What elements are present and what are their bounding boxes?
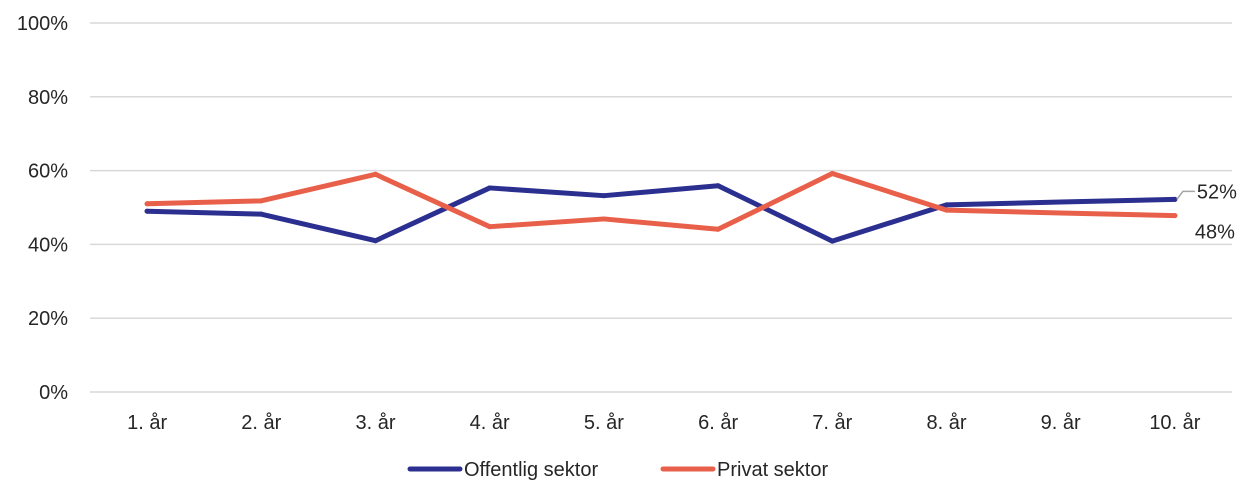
x-tick-label: 5. år xyxy=(584,412,624,434)
x-tick-label: 10. år xyxy=(1149,412,1200,434)
data-point xyxy=(1172,213,1178,219)
data-point xyxy=(829,238,835,244)
legend-label: Privat sektor xyxy=(717,459,828,481)
data-labels: 52% 48% xyxy=(1176,181,1237,244)
data-point xyxy=(144,201,150,207)
y-tick-label: 80% xyxy=(28,87,68,109)
data-point xyxy=(487,185,493,191)
leader-line xyxy=(1176,190,1195,200)
x-tick-label: 1. år xyxy=(127,412,167,434)
y-tick-label: 100% xyxy=(17,13,68,35)
data-point xyxy=(601,193,607,199)
x-tick-label: 6. år xyxy=(698,412,738,434)
data-point xyxy=(258,198,264,204)
x-tick-label: 9. år xyxy=(1041,412,1081,434)
legend-label: Offentlig sektor xyxy=(464,459,598,481)
series-lines xyxy=(144,171,1178,244)
end-label-offentlig: 52% xyxy=(1197,181,1237,203)
data-point xyxy=(1172,196,1178,202)
y-tick-label: 60% xyxy=(28,161,68,183)
data-point xyxy=(944,207,949,213)
data-point xyxy=(373,171,378,177)
x-axis: 1. år 2. år 3. år 4. år 5. år 6. år 7. år 8. år… xyxy=(127,412,1201,434)
y-tick-label: 20% xyxy=(28,308,68,330)
x-tick-label: 8. år xyxy=(926,412,966,434)
data-point xyxy=(144,208,150,214)
series-line-offentlig xyxy=(144,183,1178,244)
y-tick-label: 40% xyxy=(28,234,68,256)
end-label-privat: 48% xyxy=(1195,222,1235,244)
data-point xyxy=(715,183,721,189)
x-tick-label: 3. år xyxy=(355,412,395,434)
data-point xyxy=(373,238,378,244)
data-point xyxy=(1058,210,1064,216)
series-line-privat xyxy=(144,171,1178,232)
gridlines xyxy=(90,22,1232,393)
data-point xyxy=(487,224,493,230)
y-axis: 0% 20% 40% 60% 80% 100% xyxy=(17,13,68,404)
x-tick-label: 2. år xyxy=(241,412,281,434)
data-point xyxy=(258,211,264,217)
y-tick-label: 0% xyxy=(39,382,68,404)
data-point xyxy=(1058,199,1064,205)
data-point xyxy=(601,216,607,222)
x-tick-label: 7. år xyxy=(812,412,852,434)
x-tick-label: 4. år xyxy=(470,412,510,434)
legend: Offentlig sektor Privat sektor xyxy=(407,459,828,481)
data-point xyxy=(944,202,949,208)
data-point xyxy=(715,226,721,232)
data-point xyxy=(829,171,835,177)
